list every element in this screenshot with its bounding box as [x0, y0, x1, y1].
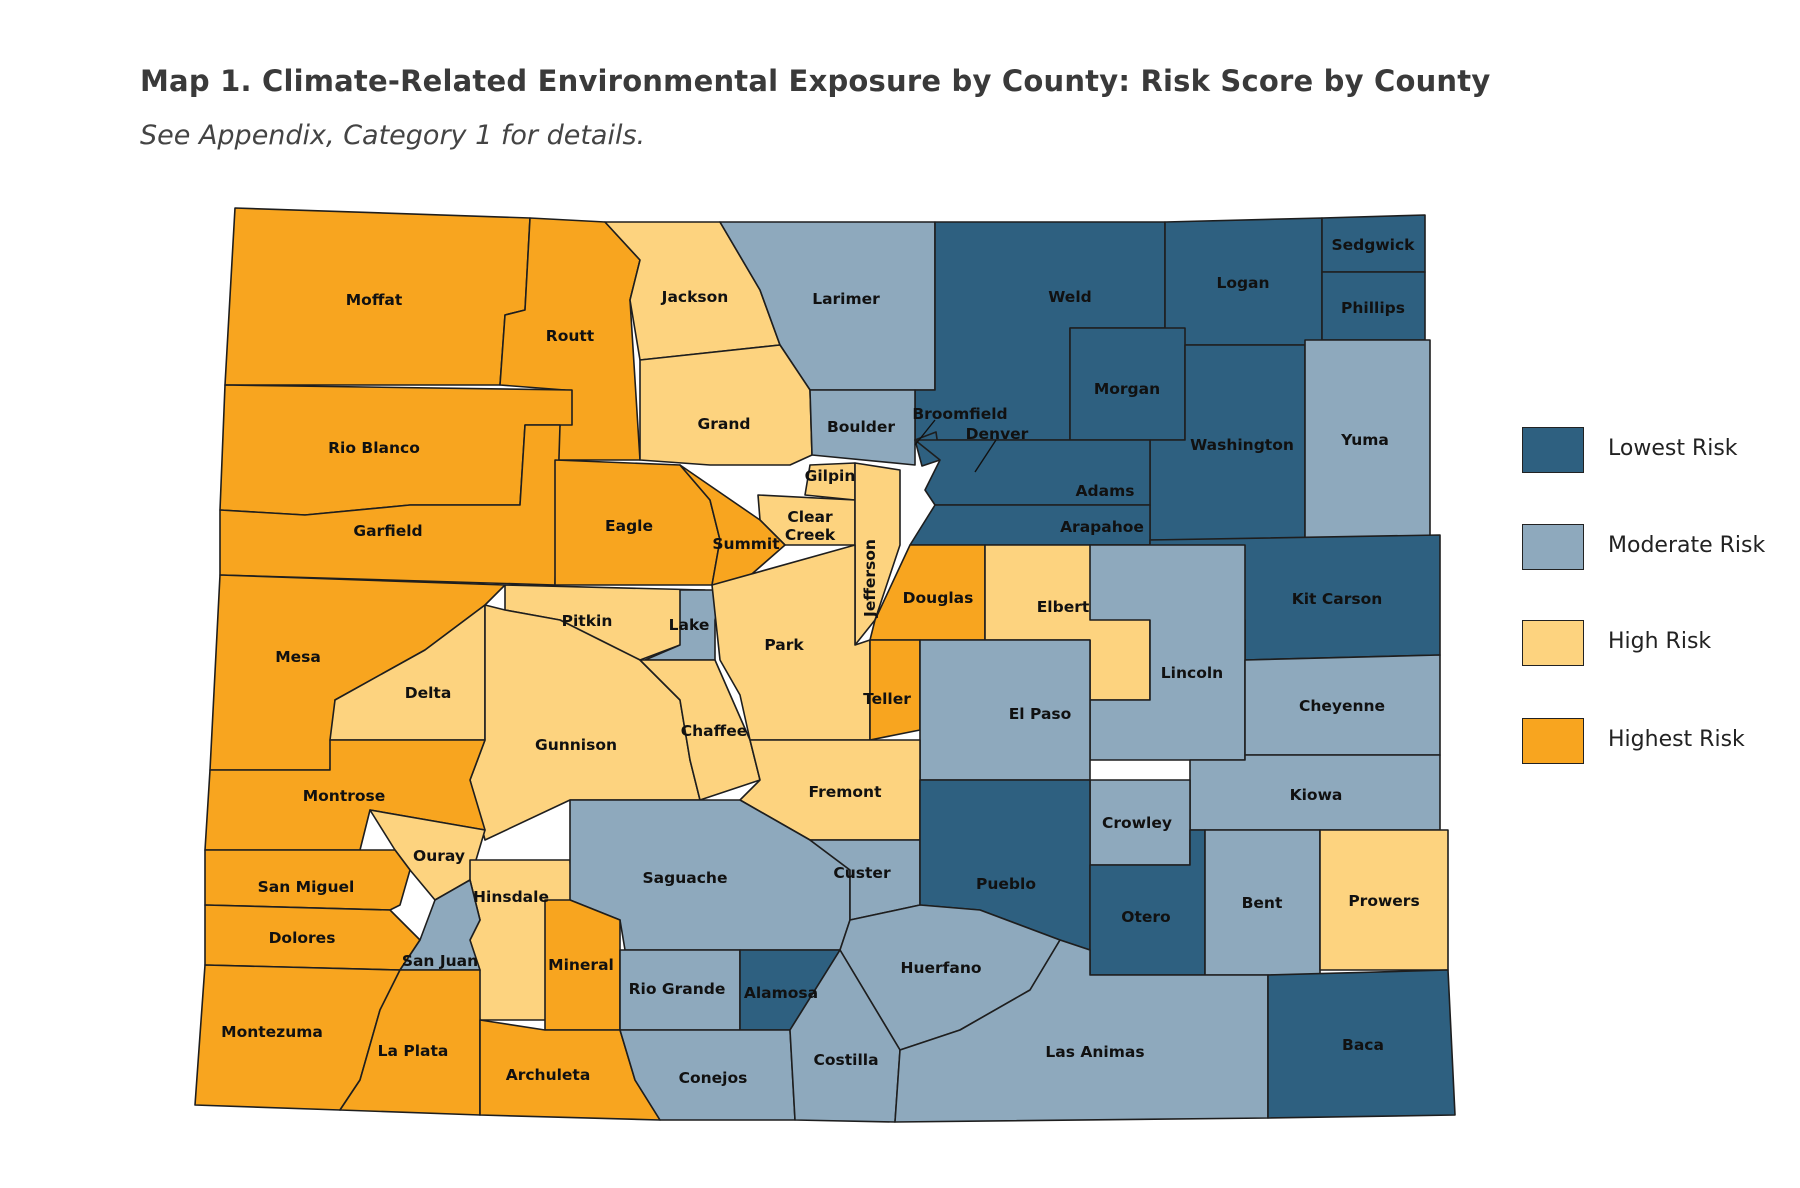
county-label-park: Park	[764, 636, 804, 654]
legend-swatch-highest	[1522, 718, 1584, 764]
county-label-denver: Denver	[966, 425, 1029, 443]
county-label-montrose: Montrose	[303, 787, 386, 805]
county-boulder	[809, 389, 916, 466]
county-label-prowers: Prowers	[1348, 892, 1419, 910]
county-label-washington: Washington	[1190, 436, 1294, 454]
county-label-pitkin: Pitkin	[562, 612, 613, 630]
county-label-costilla: Costilla	[813, 1051, 878, 1069]
county-label-garfield: Garfield	[353, 522, 422, 540]
legend-label-lowest: Lowest Risk	[1608, 436, 1738, 461]
county-label-douglas: Douglas	[903, 589, 974, 607]
county-label-san-juan: San Juan	[402, 952, 478, 970]
legend-label-highest: Highest Risk	[1608, 727, 1745, 752]
county-label-adams: Adams	[1076, 482, 1135, 500]
denver-leader-line	[974, 439, 997, 473]
county-la-plata	[339, 969, 481, 1116]
county-label-montezuma: Montezuma	[221, 1023, 323, 1041]
county-label-huerfano: Huerfano	[900, 959, 981, 977]
county-label-saguache: Saguache	[643, 869, 728, 887]
map-subtitle: See Appendix, Category 1 for details.	[140, 120, 646, 151]
county-label-alamosa: Alamosa	[744, 984, 818, 1002]
map-title: Map 1. Climate-Related Environmental Exp…	[140, 64, 1491, 98]
county-label-sedgwick: Sedgwick	[1332, 236, 1416, 254]
county-label-teller: Teller	[863, 690, 911, 708]
county-san-juan	[399, 879, 481, 971]
county-label-grand: Grand	[698, 415, 751, 433]
county-label-morgan: Morgan	[1094, 380, 1160, 398]
county-label-phillips: Phillips	[1341, 299, 1405, 317]
legend-label-high: High Risk	[1608, 629, 1712, 654]
county-label-dolores: Dolores	[269, 929, 336, 947]
county-label-custer: Custer	[833, 864, 891, 882]
county-conejos	[619, 1029, 796, 1121]
county-label-routt: Routt	[546, 327, 595, 345]
county-label-jefferson: Jefferson	[861, 539, 879, 618]
county-label-pueblo: Pueblo	[976, 875, 1036, 893]
county-label-logan: Logan	[1216, 274, 1269, 292]
county-label-boulder: Boulder	[827, 418, 895, 436]
county-label-lincoln: Lincoln	[1161, 664, 1223, 682]
county-chaffee	[639, 659, 761, 801]
county-label-eagle: Eagle	[605, 517, 653, 535]
legend-swatch-high	[1522, 620, 1584, 666]
county-label-el-paso: El Paso	[1009, 705, 1072, 723]
county-label-crowley: Crowley	[1102, 814, 1172, 832]
county-baca	[1267, 969, 1456, 1119]
county-grand	[639, 344, 813, 466]
county-label-moffat: Moffat	[346, 291, 403, 309]
county-label-summit: Summit	[712, 535, 780, 553]
county-label-fremont: Fremont	[809, 783, 883, 801]
county-label-la-plata: La Plata	[378, 1042, 449, 1060]
county-label-broomfield: Broomfield	[912, 405, 1007, 423]
county-label-gunnison: Gunnison	[535, 736, 617, 754]
county-label-weld: Weld	[1048, 288, 1091, 306]
county-label-rio-grande: Rio Grande	[629, 980, 726, 998]
county-clear-creek	[757, 494, 856, 546]
county-label-cheyenne: Cheyenne	[1299, 697, 1385, 715]
county-label-las-animas: Las Animas	[1045, 1043, 1144, 1061]
county-las-animas	[894, 939, 1269, 1123]
county-label-clear-creek: Clear Creek	[785, 508, 836, 544]
county-label-mesa: Mesa	[275, 648, 321, 666]
legend-swatch-moderate	[1522, 524, 1584, 570]
county-label-hinsdale: Hinsdale	[473, 888, 549, 906]
county-label-mineral: Mineral	[548, 956, 614, 974]
county-label-gilpin: Gilpin	[805, 467, 856, 485]
county-label-elbert: Elbert	[1037, 598, 1090, 616]
county-label-otero: Otero	[1121, 908, 1170, 926]
county-label-larimer: Larimer	[812, 290, 880, 308]
county-label-bent: Bent	[1242, 894, 1283, 912]
county-label-archuleta: Archuleta	[506, 1066, 591, 1084]
legend-label-moderate: Moderate Risk	[1608, 533, 1766, 558]
county-label-arapahoe: Arapahoe	[1060, 518, 1144, 536]
broomfield-leader-line	[914, 419, 936, 446]
legend-swatch-lowest	[1522, 427, 1584, 473]
county-label-jackson: Jackson	[661, 288, 729, 306]
county-label-kit-carson: Kit Carson	[1292, 590, 1383, 608]
county-label-ouray: Ouray	[413, 847, 465, 865]
county-label-rio-blanco: Rio Blanco	[328, 439, 420, 457]
county-label-delta: Delta	[405, 684, 452, 702]
county-label-chaffee: Chaffee	[681, 722, 747, 740]
county-label-yuma: Yuma	[1340, 431, 1389, 449]
county-label-conejos: Conejos	[679, 1069, 748, 1087]
county-label-kiowa: Kiowa	[1290, 786, 1343, 804]
county-label-san-miguel: San Miguel	[258, 878, 355, 896]
county-label-lake: Lake	[669, 616, 710, 634]
county-label-baca: Baca	[1342, 1036, 1384, 1054]
